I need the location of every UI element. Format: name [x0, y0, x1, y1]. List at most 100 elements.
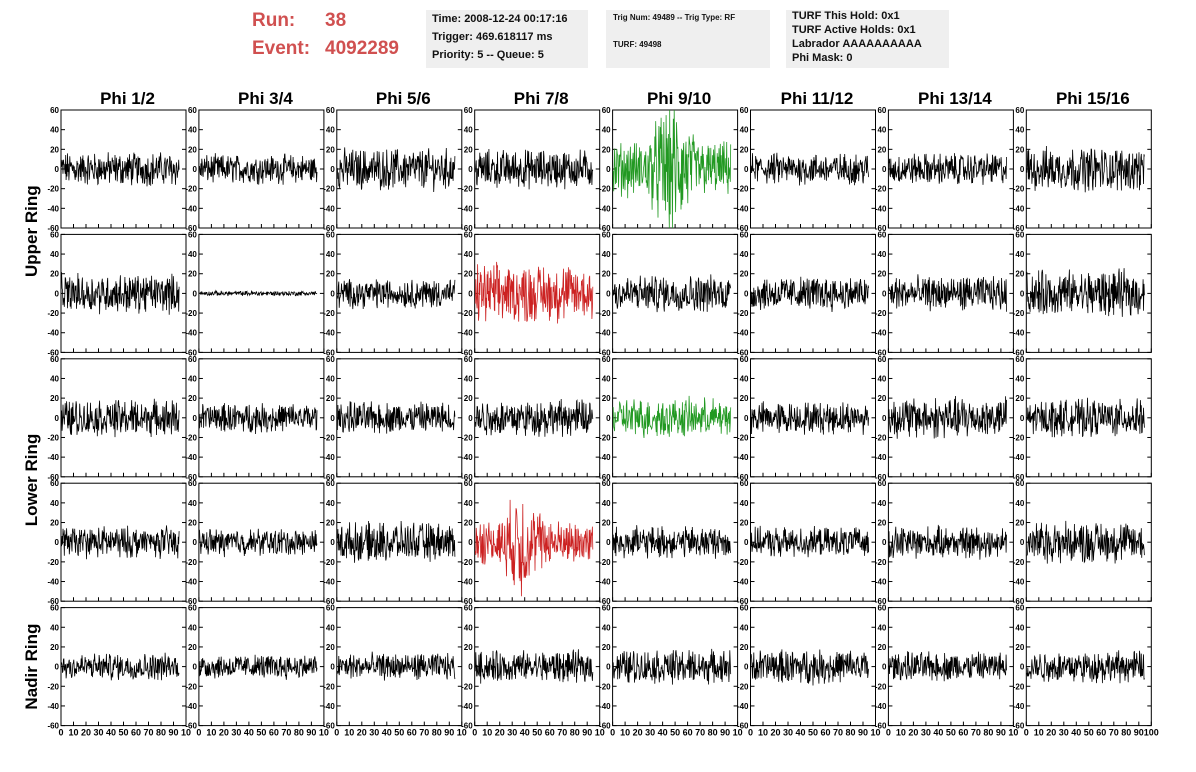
x-tick-label: 0: [472, 728, 477, 738]
x-tick-label: 80: [708, 728, 718, 738]
y-tick-label: -60: [185, 722, 197, 731]
y-tick-label: -20: [461, 682, 473, 691]
y-tick-label: -40: [185, 329, 197, 338]
x-tick-label: 60: [820, 728, 830, 738]
x-tick-label: 40: [382, 728, 392, 738]
y-tick-label: -60: [737, 348, 749, 357]
y-tick-label: -20: [875, 682, 887, 691]
y-tick-label: -20: [875, 433, 887, 442]
y-tick-label: 40: [464, 623, 473, 632]
priority-text: Priority: 5 -- Queue: 5: [432, 49, 544, 61]
y-tick-label: -20: [323, 309, 335, 318]
y-tick-label: 40: [877, 499, 886, 508]
x-tick-label: 10: [595, 728, 605, 738]
x-tick-label: 50: [118, 728, 128, 738]
y-tick-label: 40: [464, 126, 473, 135]
y-tick-label: -60: [737, 473, 749, 482]
y-tick-label: -60: [875, 348, 887, 357]
x-tick-label: 90: [306, 728, 316, 738]
y-tick-label: -60: [323, 597, 335, 606]
x-tick-label: 70: [143, 728, 153, 738]
x-tick-label: 60: [545, 728, 555, 738]
y-tick-label: 20: [740, 145, 749, 154]
y-tick-label: 0: [882, 414, 887, 423]
y-tick-label: 20: [50, 145, 59, 154]
y-tick-label: 20: [188, 394, 197, 403]
y-tick-label: -40: [737, 453, 749, 462]
y-tick-label: 0: [882, 289, 887, 298]
x-tick-label: 90: [168, 728, 178, 738]
waveform-trace: [61, 652, 180, 681]
waveform-trace: [750, 276, 869, 313]
x-tick-label: 70: [557, 728, 567, 738]
y-tick-label: 60: [877, 604, 886, 613]
y-tick-label: 20: [326, 394, 335, 403]
x-tick-label: 40: [244, 728, 254, 738]
y-tick-label: 60: [464, 355, 473, 364]
y-tick-label: 20: [1015, 394, 1024, 403]
y-tick-label: -40: [47, 453, 59, 462]
y-tick-label: 0: [468, 289, 473, 298]
y-tick-label: -40: [875, 453, 887, 462]
turf-this-hold-text: TURF This Hold: 0x1: [792, 10, 900, 22]
y-tick-label: 0: [606, 414, 611, 423]
x-tick-label: 30: [645, 728, 655, 738]
waveform-trace: [61, 272, 180, 315]
waveform-trace: [612, 395, 732, 439]
y-tick-label: -40: [323, 329, 335, 338]
y-tick-label: 40: [602, 499, 611, 508]
y-tick-label: 0: [606, 165, 611, 174]
y-tick-label: -60: [737, 722, 749, 731]
y-tick-label: 60: [877, 106, 886, 115]
x-tick-label: 40: [795, 728, 805, 738]
waveform-trace: [199, 654, 318, 680]
y-tick-label: -60: [323, 224, 335, 233]
x-tick-label: 80: [156, 728, 166, 738]
y-tick-label: -40: [875, 204, 887, 213]
event-label: Event:: [252, 38, 311, 59]
y-tick-label: -60: [1013, 722, 1025, 731]
x-tick-label: 90: [582, 728, 592, 738]
y-tick-label: 60: [877, 355, 886, 364]
x-tick-label: 40: [658, 728, 668, 738]
y-tick-label: 20: [1015, 270, 1024, 279]
waveform-trace: [750, 525, 869, 558]
y-tick-label: -20: [1013, 558, 1025, 567]
y-tick-label: -20: [185, 309, 197, 318]
column-label: Phi 13/14: [918, 89, 992, 108]
y-tick-label: -20: [599, 558, 611, 567]
x-tick-label: 30: [507, 728, 517, 738]
y-tick-label: 60: [188, 106, 197, 115]
x-tick-label: 0: [610, 728, 615, 738]
x-tick-label: 70: [281, 728, 291, 738]
y-tick-label: -60: [461, 597, 473, 606]
y-tick-label: 20: [1015, 145, 1024, 154]
y-tick-label: 20: [740, 270, 749, 279]
y-tick-label: -60: [185, 348, 197, 357]
y-tick-label: 40: [740, 499, 749, 508]
y-tick-label: -40: [461, 329, 473, 338]
y-tick-label: -60: [1013, 348, 1025, 357]
y-tick-label: -40: [1013, 578, 1025, 587]
y-tick-label: 0: [330, 663, 335, 672]
x-tick-label: 60: [683, 728, 693, 738]
x-tick-label: 50: [670, 728, 680, 738]
y-tick-label: 60: [326, 230, 335, 239]
x-tick-label: 10: [758, 728, 768, 738]
y-tick-label: 0: [330, 289, 335, 298]
x-tick-label: 20: [908, 728, 918, 738]
y-tick-label: 20: [188, 519, 197, 528]
y-tick-label: -20: [47, 433, 59, 442]
y-tick-label: 20: [602, 519, 611, 528]
run-label: Run:: [252, 10, 296, 31]
y-tick-label: -20: [323, 185, 335, 194]
y-tick-label: 60: [464, 230, 473, 239]
waveform-trace: [199, 153, 318, 185]
y-tick-label: 60: [1015, 106, 1024, 115]
y-tick-label: -20: [737, 682, 749, 691]
y-tick-label: -20: [599, 433, 611, 442]
y-tick-label: -40: [1013, 204, 1025, 213]
y-tick-label: 40: [740, 250, 749, 259]
y-tick-label: 60: [1015, 604, 1024, 613]
y-tick-label: -20: [323, 558, 335, 567]
